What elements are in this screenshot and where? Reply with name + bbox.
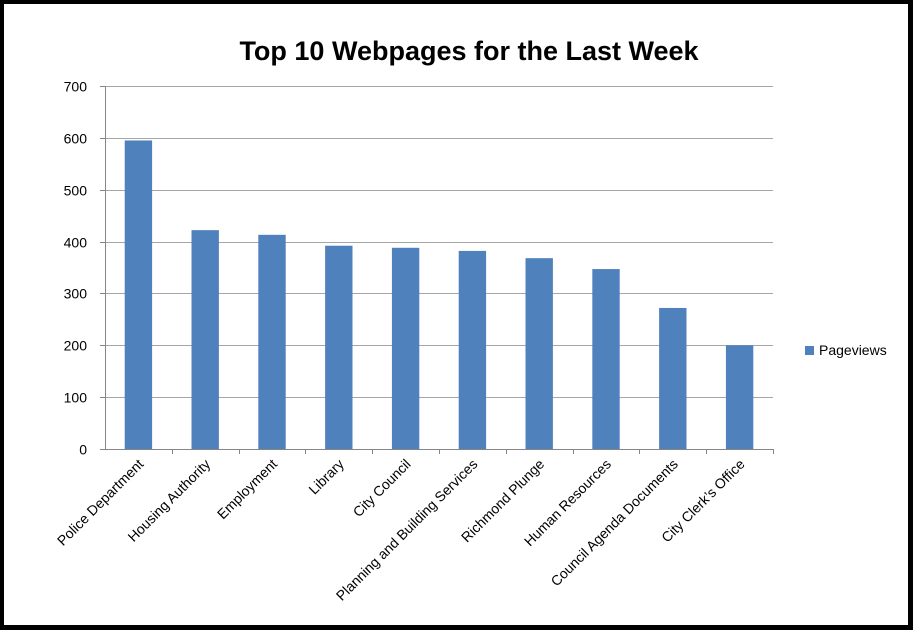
bars	[124, 140, 754, 449]
axes	[100, 86, 774, 454]
y-tick-label: 0	[79, 442, 87, 458]
bar	[391, 247, 420, 449]
legend-swatch-pageviews	[805, 346, 814, 355]
x-category-label: Employment	[214, 456, 280, 522]
bar	[124, 140, 153, 449]
bar	[659, 307, 687, 449]
bar	[258, 234, 286, 449]
legend: Pageviews	[805, 342, 887, 358]
x-category-label: City Council	[350, 456, 414, 520]
y-tick-label: 500	[64, 183, 88, 199]
x-category-label: Planning and Building Services	[333, 456, 481, 604]
bar	[325, 245, 353, 449]
y-axis-tick-labels: 0 100 200 300 400 500 600 700	[64, 79, 88, 458]
bar	[592, 269, 620, 449]
y-tick-label: 700	[64, 79, 88, 95]
bar	[458, 250, 487, 449]
bar	[725, 345, 754, 449]
bar-chart: Top 10 Webpages for the Last Week 0 100 20…	[54, 36, 887, 604]
y-tick-label: 300	[64, 286, 88, 302]
chart-title: Top 10 Webpages for the Last Week	[239, 36, 699, 66]
bar	[525, 258, 553, 449]
bar	[191, 230, 219, 449]
y-tick-label: 600	[64, 131, 88, 147]
y-tick-label: 200	[64, 338, 88, 354]
legend-label-pageviews: Pageviews	[819, 342, 887, 358]
x-category-label: Library	[305, 456, 347, 498]
y-tick-label: 400	[64, 235, 88, 251]
x-category-label: Council Agenda Documents	[547, 456, 680, 589]
y-tick-label: 100	[64, 390, 88, 406]
